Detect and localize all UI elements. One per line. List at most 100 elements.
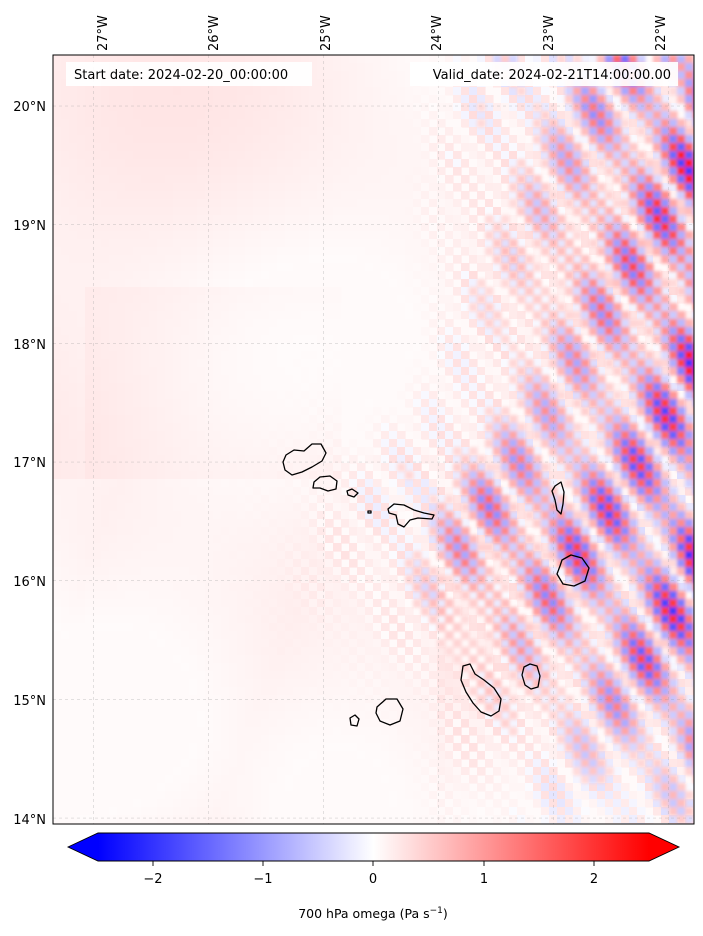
omega-cell: [413, 223, 422, 232]
omega-cell: [173, 487, 182, 496]
omega-cell: [101, 247, 110, 256]
omega-cell: [309, 727, 318, 736]
omega-cell: [325, 663, 334, 672]
omega-cell: [325, 151, 334, 160]
omega-cell: [437, 463, 446, 472]
omega-cell: [189, 383, 198, 392]
omega-cell: [117, 335, 126, 344]
omega-cell: [197, 663, 206, 672]
omega-cell: [205, 263, 214, 272]
omega-cell: [429, 623, 438, 632]
omega-cell: [61, 391, 70, 400]
omega-cell: [565, 247, 574, 256]
omega-cell: [141, 159, 150, 168]
omega-cell: [389, 471, 398, 480]
omega-cell: [269, 479, 278, 488]
omega-cell: [541, 87, 550, 96]
omega-cell: [285, 567, 294, 576]
omega-cell: [189, 655, 198, 664]
omega-cell: [189, 55, 198, 64]
omega-cell: [349, 223, 358, 232]
omega-cell: [253, 159, 262, 168]
omega-cell: [109, 407, 118, 416]
omega-cell: [213, 439, 222, 448]
omega-cell: [261, 551, 270, 560]
omega-cell: [333, 375, 342, 384]
omega-cell: [253, 711, 262, 720]
omega-cell: [165, 351, 174, 360]
omega-cell: [293, 183, 302, 192]
omega-cell: [349, 727, 358, 736]
omega-cell: [277, 175, 286, 184]
omega-cell: [229, 335, 238, 344]
omega-cell: [61, 247, 70, 256]
omega-cell: [461, 215, 470, 224]
omega-cell: [61, 551, 70, 560]
omega-cell: [61, 431, 70, 440]
omega-cell: [205, 463, 214, 472]
omega-cell: [557, 287, 566, 296]
omega-cell: [477, 391, 486, 400]
omega-cell: [189, 287, 198, 296]
omega-cell: [501, 767, 510, 776]
omega-cell: [613, 663, 622, 672]
omega-cell: [269, 791, 278, 800]
omega-cell: [165, 191, 174, 200]
omega-cell: [381, 455, 390, 464]
omega-cell: [397, 583, 406, 592]
omega-cell: [413, 487, 422, 496]
omega-cell: [357, 535, 366, 544]
omega-cell: [509, 103, 518, 112]
omega-cell: [309, 119, 318, 128]
omega-cell: [261, 87, 270, 96]
omega-cell: [293, 767, 302, 776]
omega-cell: [213, 559, 222, 568]
omega-cell: [565, 679, 574, 688]
omega-cell: [253, 751, 262, 760]
omega-cell: [157, 447, 166, 456]
omega-cell: [549, 271, 558, 280]
omega-cell: [229, 351, 238, 360]
omega-cell: [181, 95, 190, 104]
omega-cell: [341, 511, 350, 520]
omega-cell: [341, 151, 350, 160]
omega-cell: [229, 255, 238, 264]
omega-cell: [317, 191, 326, 200]
omega-cell: [413, 359, 422, 368]
omega-cell: [173, 399, 182, 408]
omega-cell: [373, 215, 382, 224]
omega-cell: [365, 399, 374, 408]
omega-cell: [373, 655, 382, 664]
omega-cell: [61, 615, 70, 624]
omega-cell: [301, 735, 310, 744]
omega-cell: [373, 263, 382, 272]
omega-cell: [461, 391, 470, 400]
omega-cell: [61, 575, 70, 584]
omega-cell: [93, 439, 102, 448]
omega-cell: [309, 543, 318, 552]
omega-cell: [237, 559, 246, 568]
omega-cell: [405, 351, 414, 360]
omega-cell: [365, 551, 374, 560]
omega-cell: [229, 103, 238, 112]
omega-cell: [333, 207, 342, 216]
omega-cell: [317, 543, 326, 552]
omega-cell: [125, 535, 134, 544]
omega-cell: [205, 415, 214, 424]
omega-cell: [277, 367, 286, 376]
omega-cell: [653, 351, 662, 360]
omega-cell: [317, 607, 326, 616]
omega-cell: [269, 87, 278, 96]
omega-cell: [293, 663, 302, 672]
omega-cell: [229, 343, 238, 352]
omega-cell: [453, 287, 462, 296]
omega-cell: [325, 383, 334, 392]
omega-cell: [333, 327, 342, 336]
omega-cell: [365, 623, 374, 632]
omega-cell: [421, 391, 430, 400]
omega-cell: [93, 471, 102, 480]
omega-cell: [317, 231, 326, 240]
omega-cell: [141, 415, 150, 424]
omega-cell: [253, 263, 262, 272]
omega-cell: [269, 207, 278, 216]
